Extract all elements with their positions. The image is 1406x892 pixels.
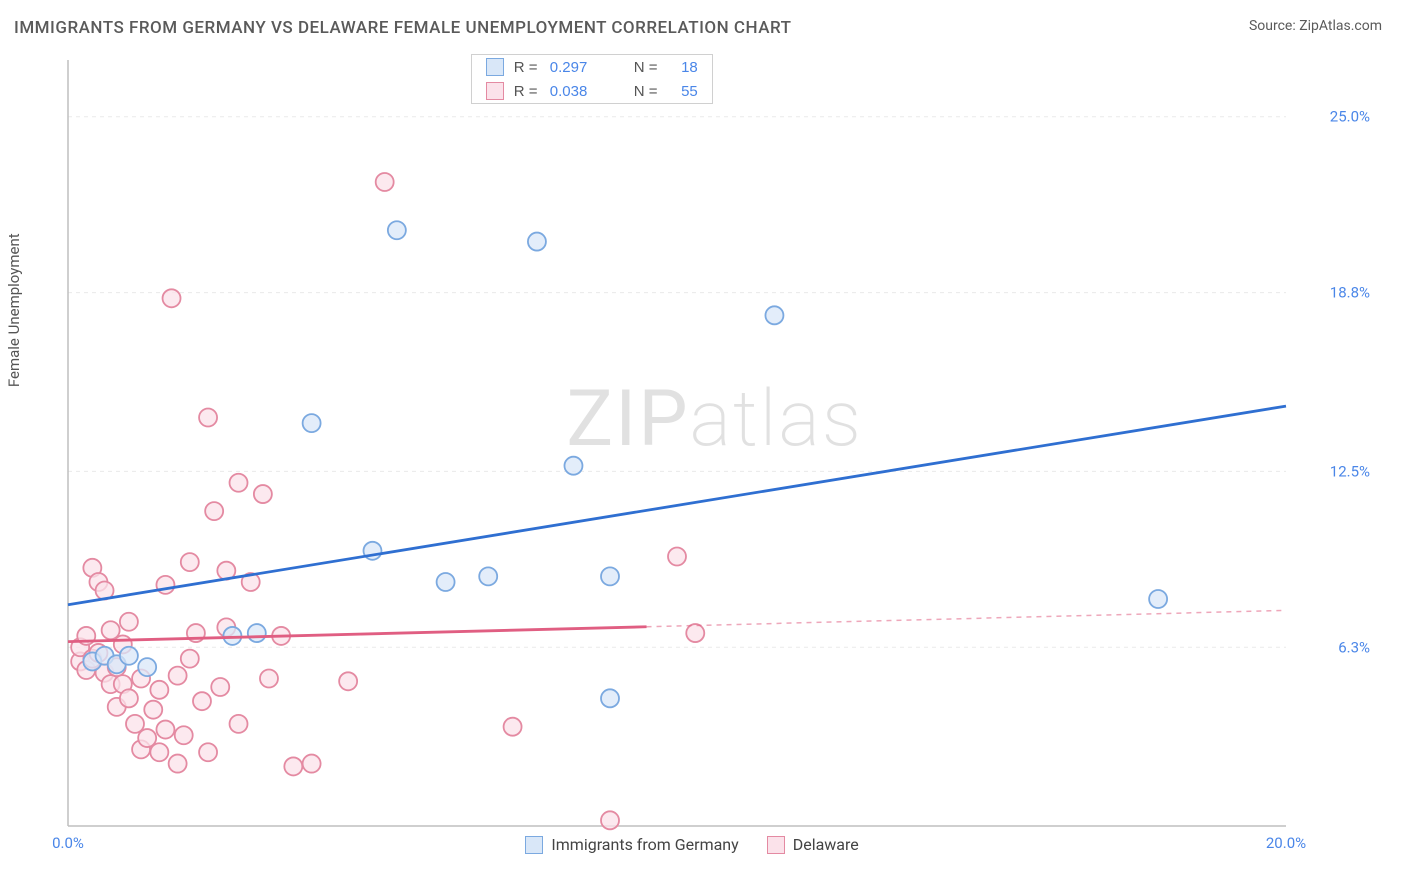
source-link[interactable]: ZipAtlas.com — [1299, 18, 1382, 34]
y-tick-label: 25.0% — [1330, 108, 1370, 126]
data-point — [686, 624, 704, 642]
data-point — [284, 757, 302, 775]
series-legend-item: Immigrants from Germany — [525, 835, 738, 854]
data-point — [230, 474, 248, 492]
x-tick-label: 0.0% — [52, 834, 84, 852]
data-point — [120, 613, 138, 631]
legend-swatch — [486, 82, 504, 100]
data-point — [437, 573, 455, 591]
y-tick-label: 6.3% — [1338, 638, 1370, 656]
data-point — [181, 553, 199, 571]
legend-row: R = 0.297 N = 18 — [472, 55, 712, 79]
scatter-plot: 6.3% 12.5% 18.8% 25.0% 0.0% 20.0% — [20, 48, 1386, 862]
data-point — [601, 567, 619, 585]
data-point — [150, 743, 168, 761]
data-point — [156, 721, 174, 739]
series-legend-item: Delaware — [767, 835, 859, 854]
series-name: Delaware — [793, 835, 859, 854]
data-point — [601, 811, 619, 829]
data-point — [120, 647, 138, 665]
data-point — [765, 306, 783, 324]
n-label: N = — [634, 83, 662, 100]
data-point — [388, 221, 406, 239]
data-point — [169, 667, 187, 685]
y-tick-label: 12.5% — [1330, 462, 1370, 480]
source-label: Source: — [1249, 18, 1299, 34]
data-point — [205, 502, 223, 520]
data-point — [248, 624, 266, 642]
data-point — [120, 689, 138, 707]
data-point — [339, 672, 357, 690]
data-point — [230, 715, 248, 733]
series-legend: Immigrants from Germany Delaware — [525, 835, 858, 854]
chart-container: Female Unemployment 6.3%12.5%18.8%25.0%0… — [20, 48, 1386, 862]
r-label: R = — [514, 59, 540, 76]
data-point — [303, 414, 321, 432]
data-point — [193, 692, 211, 710]
trendline-dashed — [647, 610, 1286, 626]
data-point — [260, 669, 278, 687]
data-point — [668, 547, 686, 565]
data-point — [376, 173, 394, 191]
data-point — [144, 701, 162, 719]
legend-swatch — [486, 58, 504, 76]
data-point — [150, 681, 168, 699]
data-point — [504, 718, 522, 736]
series-name: Immigrants from Germany — [551, 835, 738, 854]
n-label: N = — [634, 59, 662, 76]
data-point — [138, 658, 156, 676]
data-point — [601, 689, 619, 707]
legend-swatch — [525, 836, 543, 854]
trendline — [68, 627, 647, 642]
data-point — [211, 678, 229, 696]
trendline — [68, 406, 1286, 605]
data-point — [199, 743, 217, 761]
legend-swatch — [767, 836, 785, 854]
r-value: 0.038 — [550, 83, 610, 100]
n-value: 18 — [672, 59, 698, 76]
data-point — [303, 755, 321, 773]
n-value: 55 — [672, 83, 698, 100]
data-point — [199, 408, 217, 426]
y-tick-label: 18.8% — [1330, 284, 1370, 302]
chart-title: IMMIGRANTS FROM GERMANY VS DELAWARE FEMA… — [14, 18, 791, 38]
data-point — [175, 726, 193, 744]
r-value: 0.297 — [550, 59, 610, 76]
legend-row: R = 0.038 N = 55 — [472, 79, 712, 103]
source-attribution: Source: ZipAtlas.com — [1249, 18, 1382, 34]
x-tick-label: 20.0% — [1266, 834, 1306, 852]
data-point — [181, 650, 199, 668]
r-label: R = — [514, 83, 540, 100]
data-point — [169, 755, 187, 773]
data-point — [254, 485, 272, 503]
data-point — [1149, 590, 1167, 608]
data-point — [528, 233, 546, 251]
data-point — [479, 567, 497, 585]
data-point — [564, 457, 582, 475]
correlation-legend: R = 0.297 N = 18 R = 0.038 N = 55 — [471, 54, 713, 104]
data-point — [163, 289, 181, 307]
